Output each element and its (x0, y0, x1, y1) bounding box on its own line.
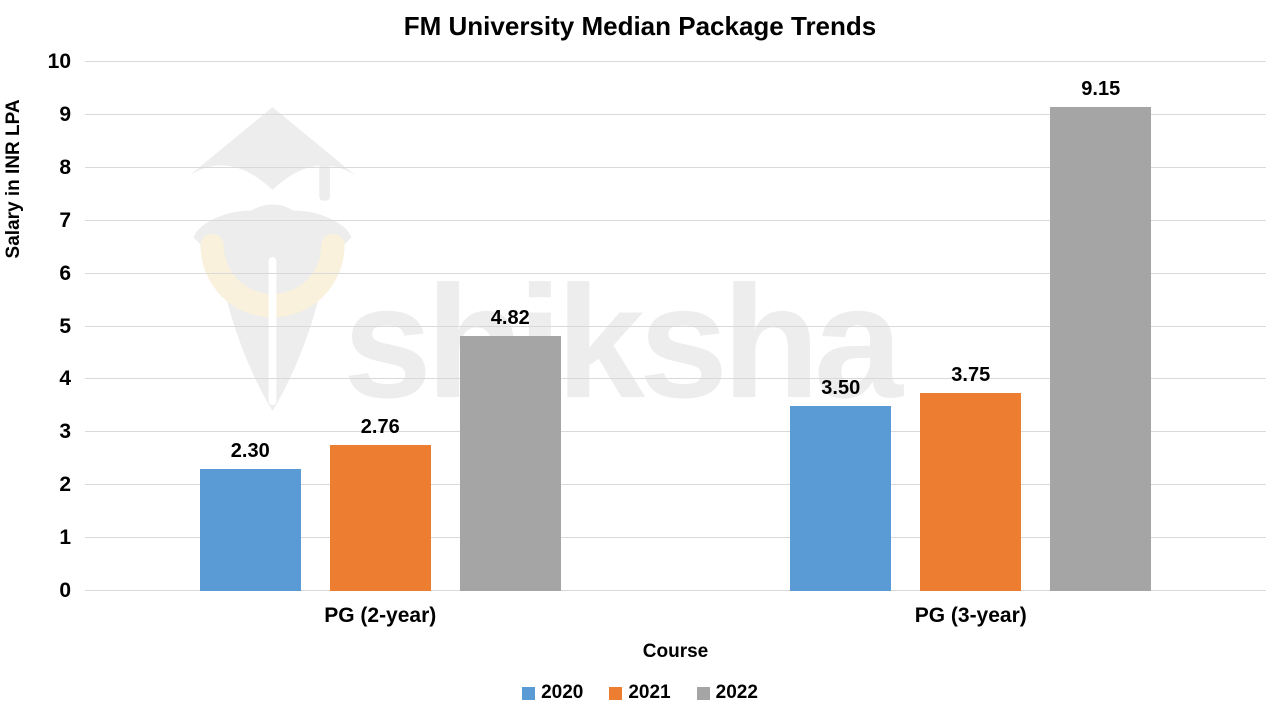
bar-2022-PG (2-year): 4.82 (459, 307, 561, 591)
x-axis-title: Course (642, 641, 709, 662)
bar-2021-PG (3-year): 3.75 (920, 364, 1022, 591)
gridline-9 (85, 113, 1266, 115)
y-tick-label-10: 10 (47, 50, 71, 73)
y-tick-label-6: 6 (59, 261, 71, 285)
plot-area: shiksha 0 1 2 3 4 5 6 7 8 9 10 2.30 2.76 4.82 3.50 3.7… (48, 50, 1266, 602)
y-tick-label-7: 7 (59, 208, 71, 232)
legend: 2020 2021 2022 (0, 682, 1280, 704)
y-tick-label-8: 8 (59, 155, 71, 179)
gridline-10 (85, 61, 1266, 62)
bar-2020-PG (2-year): 2.30 (199, 440, 301, 591)
shiksha-logo-icon (189, 107, 356, 411)
gridline-7 (85, 219, 1266, 221)
x-axis-category-labels: PG (2-year) PG (3-year) (85, 604, 1266, 628)
gridline-3 (85, 431, 1266, 433)
bar-groups: 2.30 2.76 4.82 3.50 3.75 9.15 (85, 62, 1266, 591)
x-category-label-2: PG (3-year) (914, 604, 1027, 627)
y-tick-label-4: 4 (59, 367, 71, 391)
chart-title: FM University Median Package Trends (403, 11, 877, 41)
gridline-0 (85, 590, 1266, 591)
bar-value-label: 4.82 (490, 307, 530, 330)
legend-item-2022: 2022 (696, 682, 758, 704)
y-tick-label-2: 2 (59, 473, 71, 497)
legend-item-2020: 2020 (522, 682, 583, 704)
gridline-5 (85, 325, 1266, 327)
legend-label-2020: 2020 (541, 682, 584, 703)
y-tick-label-3: 3 (59, 420, 71, 444)
legend-label-2021: 2021 (628, 682, 671, 703)
legend-swatch-2022 (696, 686, 710, 700)
y-tick-label-0: 0 (59, 579, 71, 602)
bar-2020-PG (3-year): 3.50 (790, 377, 892, 591)
x-category-label-1: PG (2-year) (324, 604, 437, 627)
legend-swatch-2020 (522, 686, 536, 700)
legend-swatch-2021 (609, 686, 623, 700)
gridline-6 (85, 272, 1266, 274)
y-tick-label-1: 1 (59, 526, 71, 550)
legend-label-2022: 2022 (715, 682, 758, 703)
gridline-1 (85, 537, 1266, 539)
gridline-8 (85, 166, 1266, 168)
bar-value-label: 9.15 (1081, 77, 1121, 100)
gridline-4 (85, 378, 1266, 380)
bar-value-label: 2.76 (360, 416, 400, 438)
bar-group-1: 2.30 2.76 4.82 (85, 62, 676, 591)
y-tick-label-5: 5 (59, 314, 71, 338)
gridline-2 (85, 484, 1266, 486)
bar-value-label: 2.30 (230, 440, 270, 463)
bar-2021-PG (2-year): 2.76 (329, 416, 431, 591)
y-tick-label-9: 9 (59, 102, 71, 126)
legend-item-2021: 2021 (609, 682, 671, 704)
bar-2022-PG (3-year): 9.15 (1050, 78, 1152, 591)
bar-value-label: 3.75 (951, 363, 991, 386)
bar-value-label: 3.50 (821, 376, 861, 399)
watermark-text: shiksha (343, 252, 903, 431)
bar-group-2: 3.50 3.75 9.15 (676, 62, 1267, 591)
watermark: shiksha (180, 95, 903, 431)
